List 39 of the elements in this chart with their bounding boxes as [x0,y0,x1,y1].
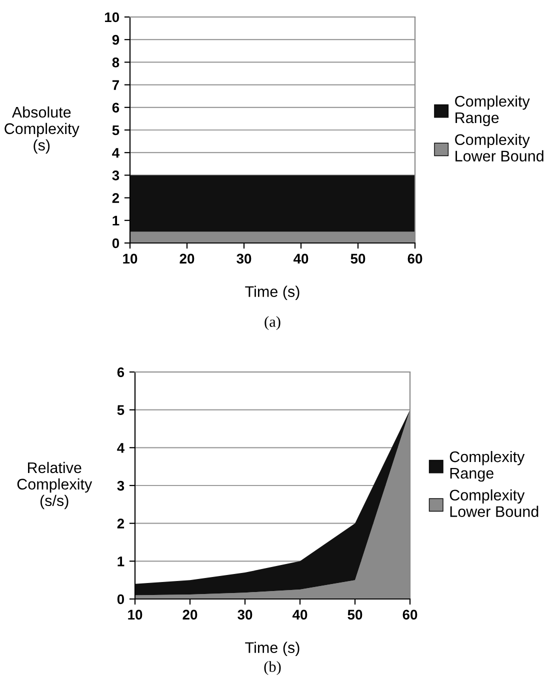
y-tick-label: 2 [112,193,120,203]
y-tick-label: 3 [112,170,120,180]
x-tick-label: 20 [182,610,198,620]
legend-label: Complexity Range [455,95,530,126]
y-tick-label: 6 [112,102,120,113]
x-axis-title: Time (s) [245,286,300,300]
y-tick-label: 4 [112,148,120,158]
y-axis-title: Absolute Complexity (s) [4,106,80,154]
legend-label: Complexity Lower Bound [450,489,538,517]
text: (b) [264,661,281,675]
x-tick-label: 10 [128,610,142,620]
legend-label: Complexity Range [450,450,525,482]
x-tick-label: 40 [293,254,308,264]
y-tick-label: 3 [117,480,124,491]
y-axis-title: Relative Complexity (s/s) [17,462,92,510]
y-tick-label: 1 [112,216,120,226]
y-tick-label: 4 [117,443,125,453]
y-tick-label: 0 [117,594,124,604]
y-tick-label: 6 [117,367,124,378]
x-tick-label: 60 [402,610,418,620]
x-tick-label: 60 [408,254,422,264]
y-tick-label: 0 [112,238,120,248]
x-tick-label: 50 [350,254,366,264]
x-tick-label: 30 [236,254,252,264]
y-tick-label: 2 [117,518,124,528]
x-tick-label: 40 [292,610,308,620]
x-axis-title: Time (s) [245,642,300,656]
y-tick-label: 7 [112,80,119,90]
y-tick-label: 5 [117,405,124,416]
legend-label: Complexity Lower Bound [455,134,544,162]
x-tick-label: 20 [180,254,194,264]
text: (a) [264,316,280,330]
y-tick-label: 8 [112,58,120,68]
y-tick-label: 5 [112,125,120,136]
y-tick-label: 9 [112,34,120,45]
x-tick-label: 50 [348,610,362,620]
y-tick-label: 1 [118,556,124,566]
y-tick-label: 10 [105,12,120,22]
x-tick-label: 30 [238,610,252,620]
